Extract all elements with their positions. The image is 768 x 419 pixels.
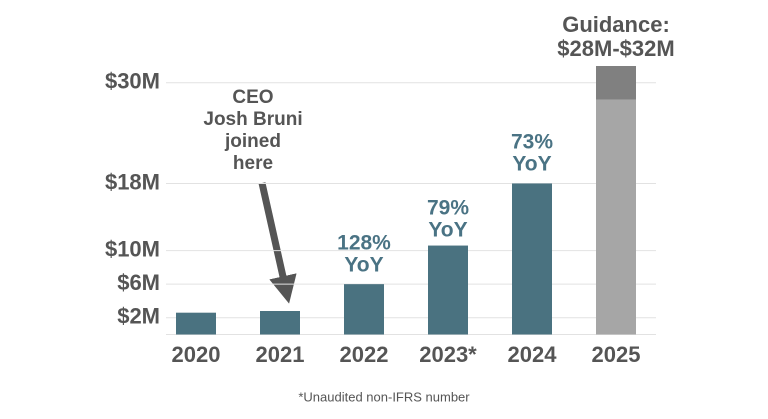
bar (344, 284, 384, 335)
annotation: YoY (512, 153, 551, 176)
bar (596, 66, 636, 100)
annotation: 79% (427, 197, 469, 220)
bar (428, 245, 468, 335)
bar (260, 311, 300, 335)
bar (512, 183, 552, 335)
y-tick-label: $6M (117, 270, 160, 295)
annotation: Josh Bruni (203, 109, 302, 130)
annotation: CEO (232, 87, 273, 108)
x-tick-label: 2024 (508, 342, 558, 367)
y-tick-label: $30M (105, 69, 160, 94)
y-tick-label: $18M (105, 169, 160, 194)
x-tick-label: 2025 (592, 342, 641, 367)
annotation: 128% (337, 232, 391, 255)
x-tick-label: 2023* (419, 342, 477, 367)
bar (176, 312, 216, 335)
annotation: joined (224, 131, 281, 152)
annotation: 73% (511, 131, 553, 154)
annotation: $28M-$32M (557, 36, 674, 61)
x-tick-label: 2022 (340, 342, 389, 367)
bar (596, 99, 636, 335)
annotation: YoY (428, 219, 467, 242)
x-tick-label: 2021 (256, 342, 305, 367)
x-tick-label: 2020 (172, 342, 221, 367)
footnote: *Unaudited non-IFRS number (298, 389, 470, 404)
annotation: Guidance: (562, 12, 670, 37)
annotation: here (233, 153, 273, 174)
arrow (258, 182, 297, 304)
annotation: YoY (344, 254, 383, 277)
y-tick-label: $10M (105, 236, 160, 261)
y-tick-label: $2M (117, 304, 160, 329)
